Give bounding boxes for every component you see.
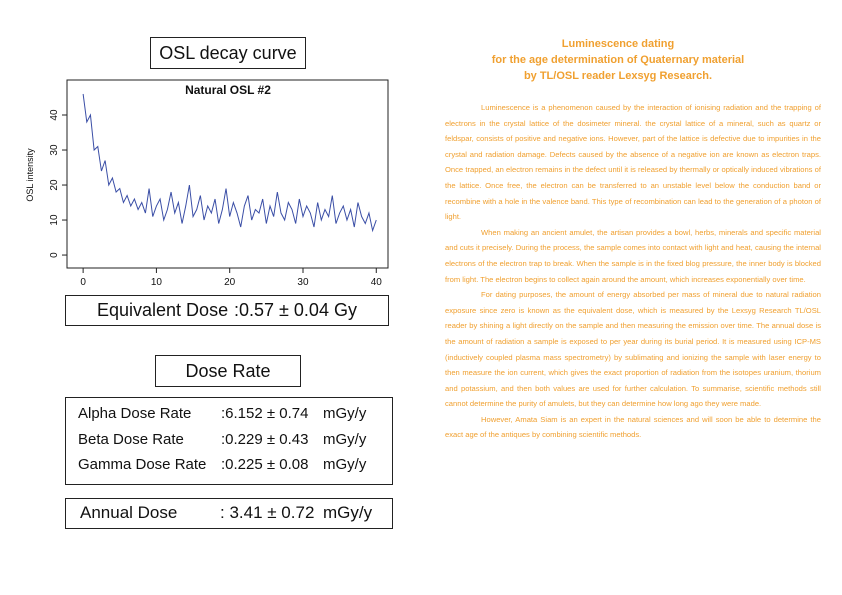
article-title: by TL/OSL reader Lexsyg Research. (523, 70, 713, 82)
equivalent-dose-label: Equivalent Dose (97, 300, 229, 320)
spacer (445, 84, 821, 100)
dose-rate-unit: mGy/y (323, 405, 367, 422)
curve-heading: OSL decay curve (150, 37, 306, 69)
annual-dose-label: Annual Dose (80, 503, 178, 522)
y-tick-label: 30 (49, 144, 60, 156)
dose-rate-table: Alpha Dose Rate :6.152 ± 0.74 mGy/y Beta Do… (65, 397, 393, 485)
chart-title: Natural OSL #2 (185, 83, 271, 97)
equivalent-dose-value: :0.57 ± 0.04 Gy (234, 300, 357, 320)
article-title: Luminescence dating (561, 38, 675, 50)
x-tick-label: 10 (151, 277, 163, 288)
plot-frame (66, 79, 389, 269)
annual-dose-value: : 3.41 ± 0.72 (220, 503, 315, 522)
x-tick-label: 20 (224, 277, 236, 288)
x-tick-label: 40 (371, 277, 383, 288)
annual-dose-box: Annual Dose : 3.41 ± 0.72 mGy/y (65, 498, 393, 529)
equivalent-dose-box: Equivalent Dose :0.57 ± 0.04 Gy (65, 295, 389, 326)
osl-curve (82, 93, 377, 233)
dose-rate-value: :0.229 ± 0.43 (221, 430, 309, 448)
article-title: for the age determination of Quaternary … (491, 54, 745, 66)
dose-rate-value: :0.225 ± 0.08 (221, 456, 309, 473)
article-paragraph: When making an ancient amulet, the artis… (445, 227, 821, 284)
x-tick-label: 30 (297, 277, 309, 288)
y-tick-label: 10 (49, 214, 60, 226)
y-tick-label: 0 (49, 252, 60, 258)
dose-rate-unit: mGy/y (323, 430, 367, 448)
article-paragraph: However, Amata Siam is an expert in the … (445, 414, 821, 440)
x-tick-label: 0 (80, 277, 86, 288)
y-tick-label: 20 (49, 179, 60, 191)
chart: Natural OSL #2 OSL intensity 0 10 20 30 40 0 1… (25, 79, 389, 288)
dose-rate-label: Beta Dose Rate (78, 430, 184, 448)
dose-rate-label: Alpha Dose Rate (78, 405, 192, 422)
article: Luminescence dating for the age determina… (445, 36, 821, 443)
article-paragraph: Luminescence is a phenomenon caused by t… (445, 103, 821, 222)
article-paragraph: For dating purposes, the amount of energ… (445, 290, 821, 409)
y-tick-label: 40 (49, 109, 60, 121)
dose-rate-value: :6.152 ± 0.74 (221, 405, 309, 422)
dose-rate-label: Gamma Dose Rate (78, 456, 207, 473)
annual-dose-unit: mGy/y (323, 503, 373, 522)
dose-rate-heading: Dose Rate (155, 355, 301, 387)
y-axis-label: OSL intensity (25, 148, 35, 202)
dose-rate-unit: mGy/y (323, 456, 367, 473)
